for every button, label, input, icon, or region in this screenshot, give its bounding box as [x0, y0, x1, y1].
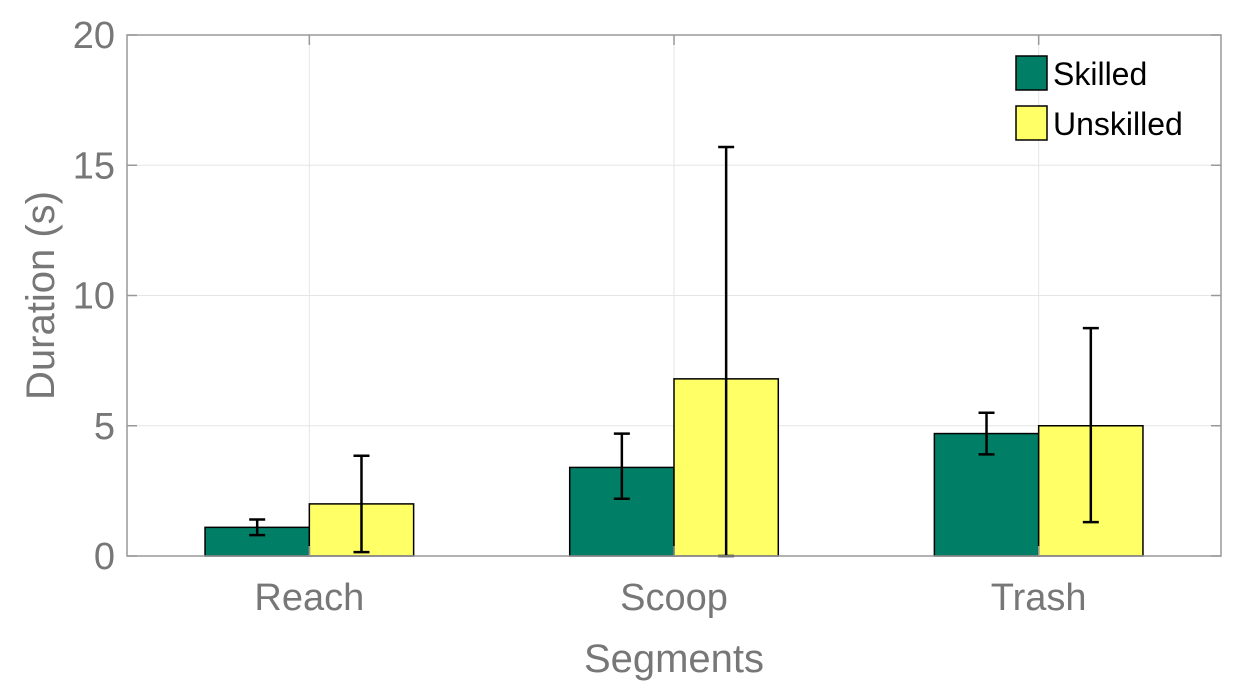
- error-bar-skilled-scoop: [613, 432, 630, 500]
- y-axis-title: Duration (s): [19, 191, 63, 400]
- x-axis-title: Segments: [584, 637, 764, 681]
- x-tick-label: Trash: [991, 577, 1087, 619]
- y-tick-label: 20: [73, 15, 115, 57]
- legend-label-unskilled: Unskilled: [1053, 106, 1183, 142]
- legend: Skilled Unskilled: [1015, 55, 1183, 142]
- x-tick-label: Reach: [254, 577, 364, 619]
- legend-swatch-unskilled: [1015, 105, 1048, 141]
- legend-swatch-skilled: [1015, 55, 1048, 91]
- y-tick-label: 15: [73, 145, 115, 187]
- bars: [204, 378, 1144, 557]
- y-tick-label: 5: [94, 406, 115, 448]
- error-bar-unskilled-reach: [353, 454, 370, 554]
- error-bar-unskilled-trash: [1082, 326, 1099, 524]
- legend-label-skilled: Skilled: [1053, 56, 1147, 92]
- y-tick-label: 10: [73, 276, 115, 318]
- error-bar-skilled-reach: [249, 518, 266, 537]
- x-tick-label: Scoop: [620, 577, 728, 619]
- error-bar-skilled-trash: [978, 411, 995, 456]
- axis-ticks: 0 5 10 15 20 Reach Scoop Trash: [73, 15, 1221, 619]
- y-tick-label: 0: [94, 536, 115, 578]
